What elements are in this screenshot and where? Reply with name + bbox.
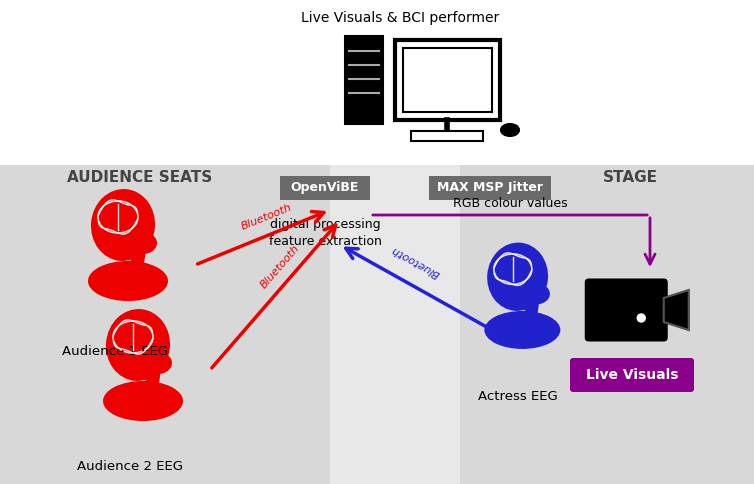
Text: Audience 1 EEG: Audience 1 EEG: [62, 345, 168, 358]
Ellipse shape: [484, 311, 560, 349]
Ellipse shape: [144, 352, 172, 374]
Text: Bluetooth: Bluetooth: [390, 244, 442, 279]
Text: STAGE: STAGE: [602, 170, 657, 185]
Ellipse shape: [106, 309, 170, 381]
Bar: [403, 48, 492, 112]
Ellipse shape: [103, 381, 183, 421]
Ellipse shape: [129, 232, 157, 254]
Ellipse shape: [523, 284, 550, 304]
Text: Bluetooth: Bluetooth: [259, 243, 302, 290]
Bar: [0, 165, 330, 484]
Polygon shape: [143, 371, 160, 401]
Ellipse shape: [91, 189, 155, 261]
Text: Audience 2 EEG: Audience 2 EEG: [77, 460, 183, 473]
Text: AUDIENCE SEATS: AUDIENCE SEATS: [67, 170, 213, 185]
Bar: [345, 36, 383, 124]
FancyBboxPatch shape: [585, 278, 668, 342]
Ellipse shape: [487, 242, 548, 311]
Text: MAX MSP Jitter: MAX MSP Jitter: [437, 182, 543, 195]
Polygon shape: [128, 251, 145, 281]
Text: Actress EEG: Actress EEG: [478, 390, 558, 403]
Ellipse shape: [501, 124, 519, 136]
Text: Bluetooth: Bluetooth: [241, 202, 294, 232]
Polygon shape: [664, 290, 688, 330]
Circle shape: [637, 314, 645, 322]
Polygon shape: [523, 302, 538, 330]
FancyBboxPatch shape: [570, 358, 694, 392]
FancyBboxPatch shape: [411, 131, 483, 141]
FancyBboxPatch shape: [280, 176, 370, 200]
Text: RGB colour values: RGB colour values: [452, 197, 567, 210]
Text: Live Visuals & BCI performer: Live Visuals & BCI performer: [301, 11, 499, 25]
Bar: [330, 165, 460, 484]
Ellipse shape: [88, 261, 168, 301]
Text: Live Visuals: Live Visuals: [586, 368, 679, 382]
Text: digital processing
feature extraction: digital processing feature extraction: [268, 218, 382, 248]
Text: OpenViBE: OpenViBE: [291, 182, 359, 195]
Bar: [460, 165, 754, 484]
FancyBboxPatch shape: [429, 176, 551, 200]
FancyBboxPatch shape: [395, 40, 500, 120]
